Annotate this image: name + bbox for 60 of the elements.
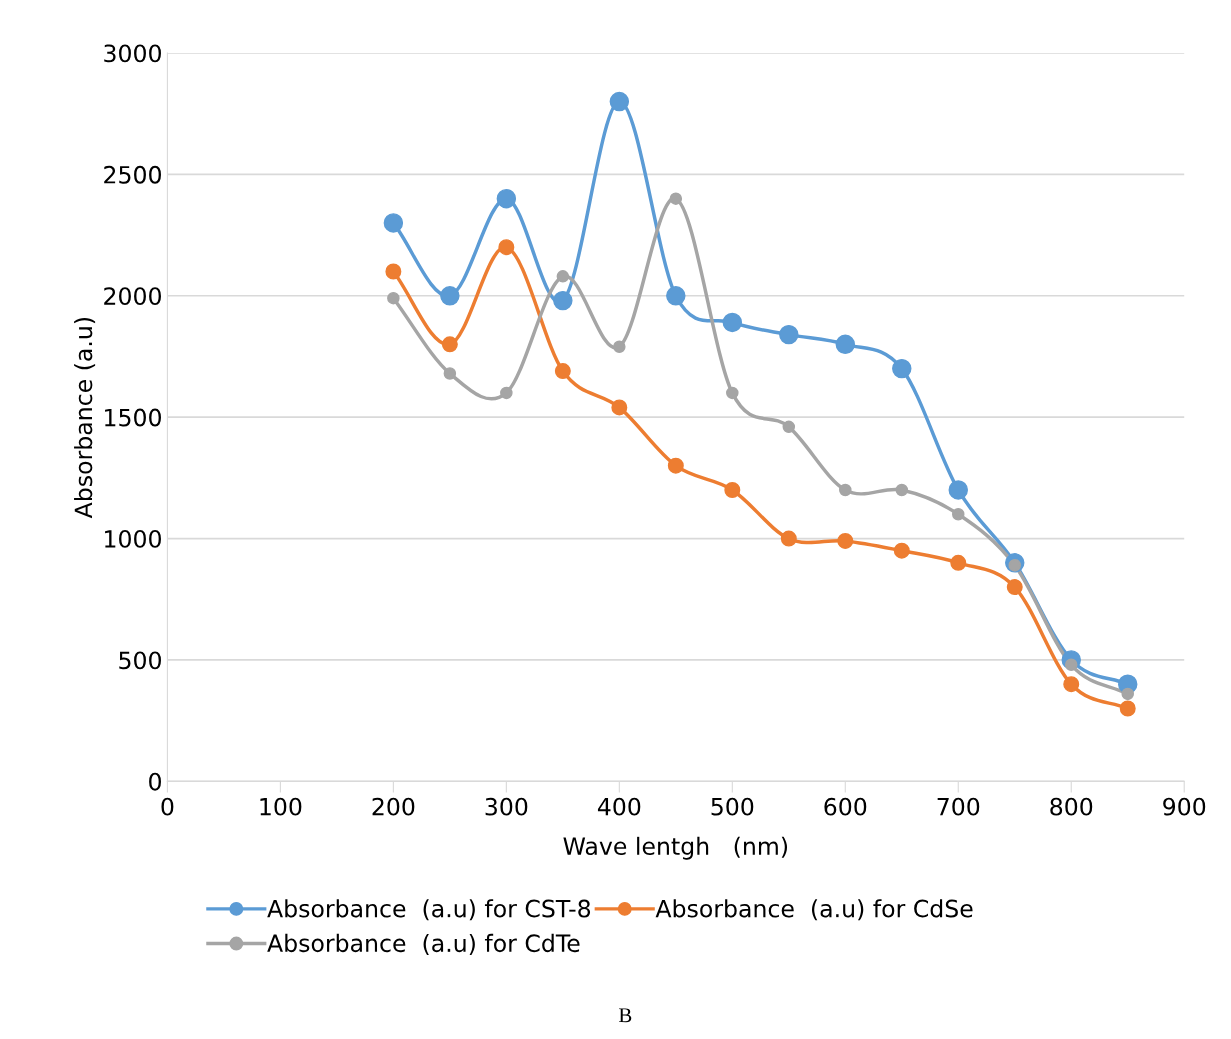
- point: [441, 336, 458, 353]
- x-tick-label: 700: [937, 797, 980, 816]
- point: [554, 363, 571, 380]
- y-tick-label: 3000: [104, 44, 161, 63]
- point: [443, 367, 457, 380]
- y-axis-title: Absorbance (a.u): [74, 317, 96, 519]
- text: B: [619, 1008, 632, 1023]
- point: [1121, 687, 1134, 701]
- legend-label: Absorbance (a.u) for CST-8: [267, 899, 591, 921]
- point: [611, 399, 628, 416]
- point: [782, 420, 796, 434]
- point: [556, 270, 570, 283]
- point: [498, 239, 515, 256]
- point: [780, 530, 797, 547]
- point: [950, 554, 967, 571]
- point: [387, 291, 400, 305]
- point: [779, 324, 799, 345]
- y-tick-label: 0: [149, 772, 161, 791]
- x-tick-label: 400: [597, 797, 641, 816]
- point: [496, 188, 517, 209]
- x-tick-label: 900: [1163, 797, 1206, 816]
- point: [893, 542, 910, 559]
- point: [952, 508, 965, 521]
- y-tick-label: 1500: [105, 408, 161, 427]
- x-tick-label: 300: [485, 797, 528, 816]
- point: [613, 340, 626, 354]
- point: [669, 192, 683, 205]
- legend-label: Absorbance (a.u) for CdSe: [655, 899, 973, 921]
- y-tick-label: 1000: [105, 529, 161, 548]
- point: [948, 480, 968, 500]
- y-tick-label: 2500: [104, 165, 161, 184]
- point: [1119, 700, 1136, 717]
- x-tick-label: 0: [161, 797, 174, 816]
- point: [1063, 676, 1080, 693]
- point: [500, 386, 513, 400]
- point: [383, 213, 404, 233]
- x-tick-label: 200: [372, 797, 415, 816]
- point: [892, 358, 912, 379]
- point: [1006, 579, 1023, 596]
- x-tick-label: 600: [824, 797, 867, 816]
- point: [837, 532, 854, 549]
- point: [722, 312, 743, 333]
- y-tick-label: 500: [119, 651, 161, 670]
- point: [724, 482, 741, 498]
- point: [440, 286, 460, 306]
- point: [553, 290, 573, 311]
- point: [895, 483, 909, 497]
- x-tick-label: 800: [1050, 797, 1093, 816]
- point: [835, 334, 856, 355]
- x-tick-label: 500: [711, 797, 754, 816]
- point: [667, 457, 684, 474]
- point: [839, 483, 852, 497]
- point: [666, 286, 686, 306]
- point: [726, 386, 739, 400]
- point: [385, 263, 402, 280]
- legend-label: Absorbance (a.u) for CdTe: [267, 933, 580, 955]
- x-tick-label: 100: [260, 797, 302, 816]
- y-tick-label: 2000: [104, 287, 161, 306]
- point: [609, 91, 630, 112]
- x-axis-title: Wave lentgh (nm): [563, 836, 788, 860]
